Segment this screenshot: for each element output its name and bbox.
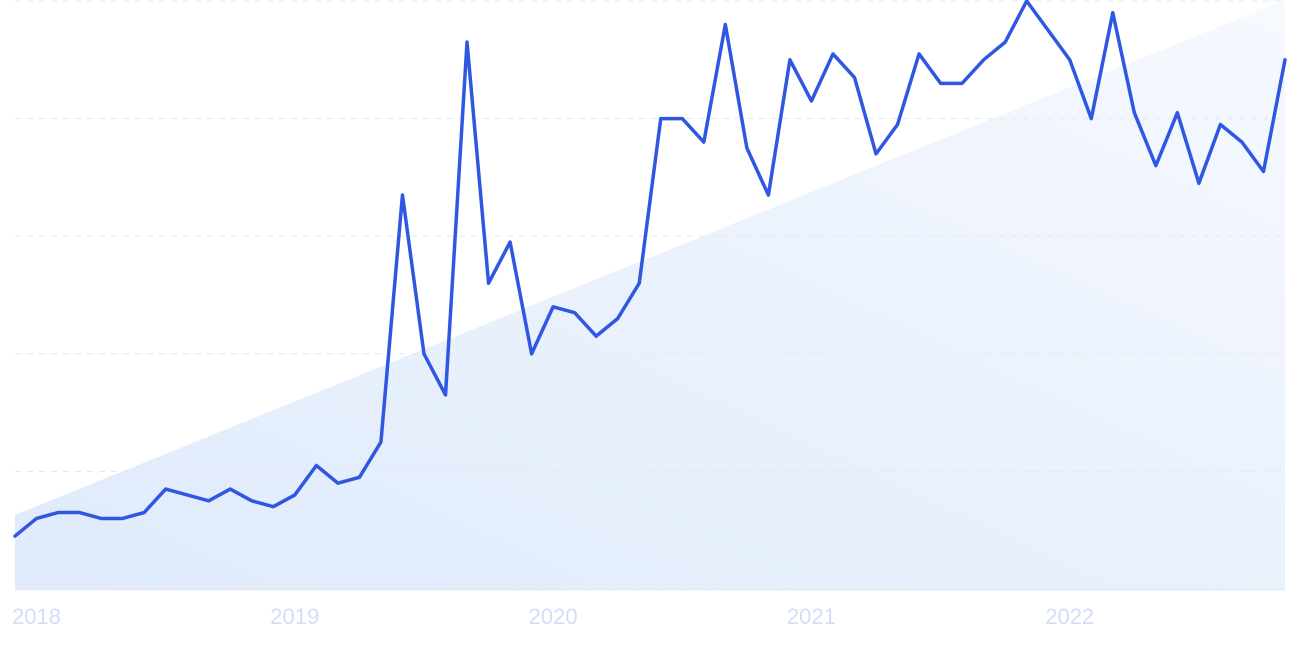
x-tick-label: 2021 bbox=[787, 604, 836, 629]
x-tick-label: 2019 bbox=[270, 604, 319, 629]
x-tick-label: 2018 bbox=[12, 604, 61, 629]
data-line bbox=[13, 0, 1287, 538]
trend-area bbox=[15, 0, 1285, 589]
x-tick-label: 2020 bbox=[529, 604, 578, 629]
x-tick-label: 2022 bbox=[1045, 604, 1094, 629]
